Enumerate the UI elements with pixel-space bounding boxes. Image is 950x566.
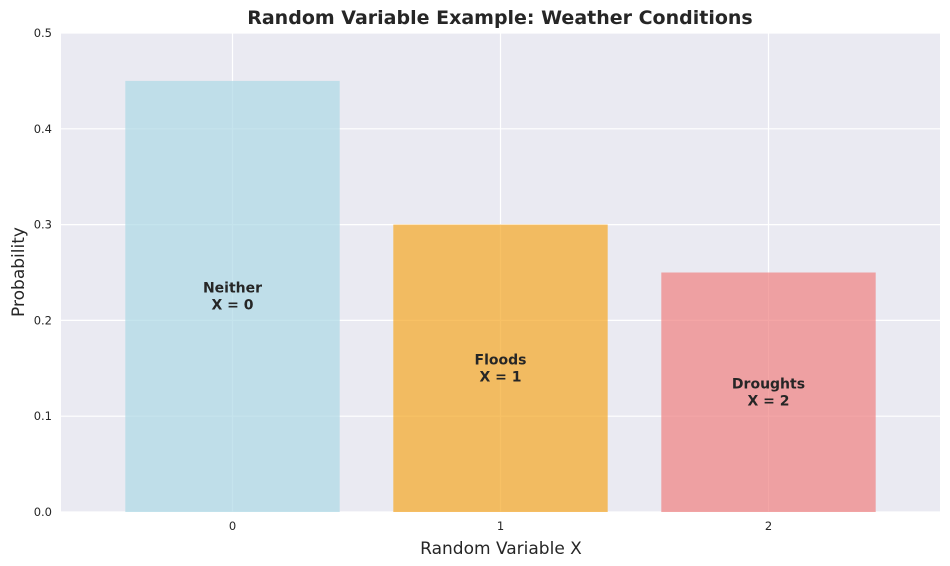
x-tick-label: 0 bbox=[229, 519, 236, 533]
x-axis-label: Random Variable X bbox=[420, 539, 582, 559]
bar-label-name: Floods bbox=[475, 352, 527, 368]
y-tick-label: 0.5 bbox=[34, 26, 52, 40]
x-tick-labels: 0 1 2 bbox=[229, 519, 772, 533]
bar bbox=[661, 272, 876, 512]
bars bbox=[125, 80, 876, 513]
chart-title: Random Variable Example: Weather Conditi… bbox=[247, 7, 753, 29]
bar-label-value: X = 2 bbox=[747, 393, 789, 409]
bar-label-value: X = 1 bbox=[479, 369, 521, 385]
bar bbox=[393, 224, 608, 512]
y-tick-label: 0.1 bbox=[34, 409, 52, 423]
bar-label-name: Neither bbox=[203, 280, 262, 296]
y-axis-label: Probability bbox=[9, 227, 29, 317]
y-tick-label: 0.2 bbox=[34, 313, 52, 327]
y-tick-label: 0.4 bbox=[34, 122, 52, 136]
y-tick-labels: 0.0 0.1 0.2 0.3 0.4 0.5 bbox=[34, 26, 52, 519]
x-tick-label: 2 bbox=[765, 519, 772, 533]
y-tick-label: 0.0 bbox=[34, 505, 52, 519]
bar-label-value: X = 0 bbox=[212, 297, 254, 313]
bar-label-name: Droughts bbox=[732, 376, 805, 392]
x-tick-label: 1 bbox=[497, 519, 504, 533]
bar bbox=[125, 80, 340, 513]
y-tick-label: 0.3 bbox=[34, 218, 52, 232]
